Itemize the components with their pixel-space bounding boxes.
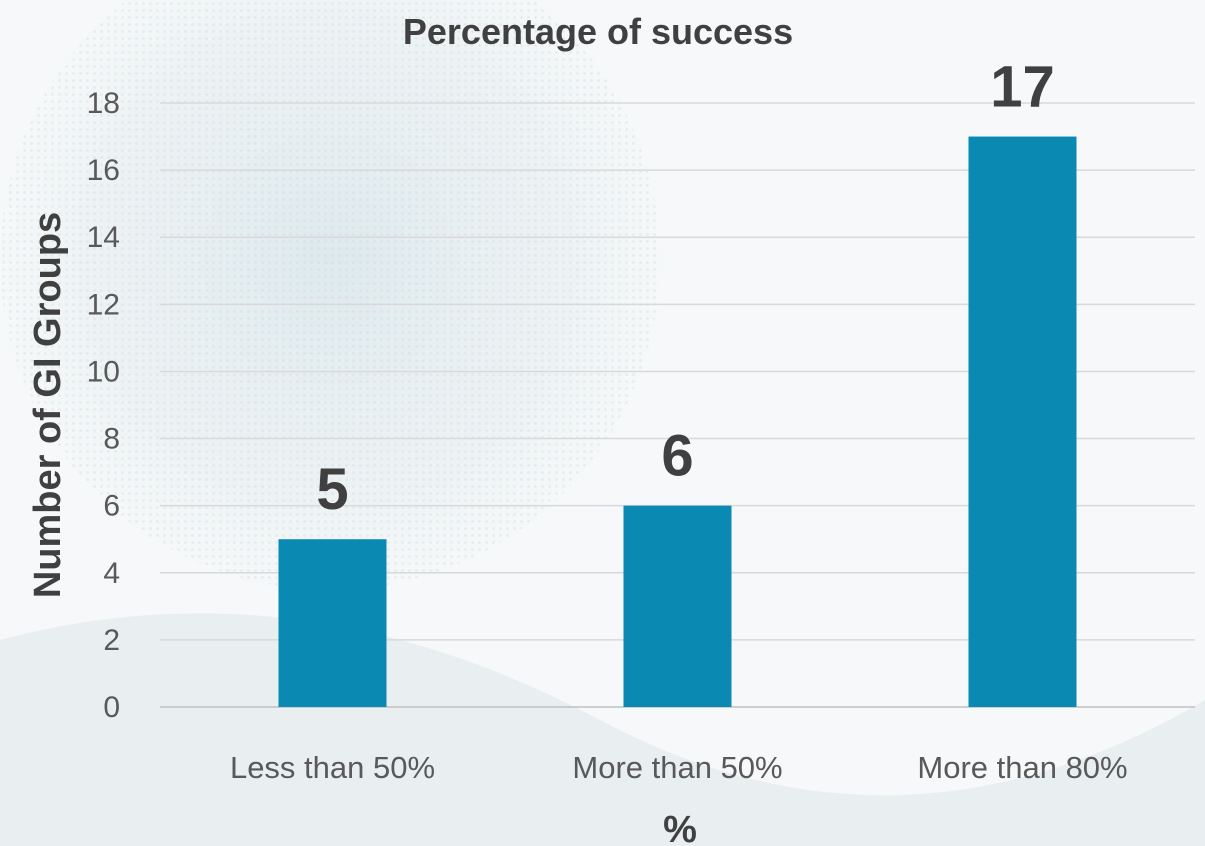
y-tick-label: 16 [87,154,120,187]
y-axis-label: Number of GI Groups [27,212,69,598]
bar [623,505,732,707]
y-tick-label: 0 [103,691,120,724]
bar [968,136,1077,708]
y-tick-label: 18 [87,87,120,120]
y-tick-label: 4 [103,557,120,590]
x-tick-labels: Less than 50% More than 50% More than 80% [230,750,1128,785]
y-tick-label: 2 [103,624,120,657]
chart-title: Percentage of success [403,11,793,52]
x-tick-label: More than 80% [917,750,1127,785]
bars [278,136,1077,708]
y-tick-label: 12 [87,288,120,321]
data-label: 17 [990,55,1055,120]
data-label: 6 [661,424,693,489]
x-axis-label: % [663,809,697,846]
x-tick-label: Less than 50% [230,750,435,785]
data-label: 5 [316,457,348,522]
y-tick-label: 8 [103,423,120,456]
y-tick-labels: 0 2 4 6 8 10 12 14 16 18 [87,87,120,724]
x-tick-label: More than 50% [572,750,782,785]
y-tick-label: 10 [87,355,120,388]
data-labels: 5 6 17 [316,55,1054,523]
y-tick-label: 6 [103,490,120,523]
bar [278,539,387,707]
y-tick-label: 14 [87,221,120,254]
